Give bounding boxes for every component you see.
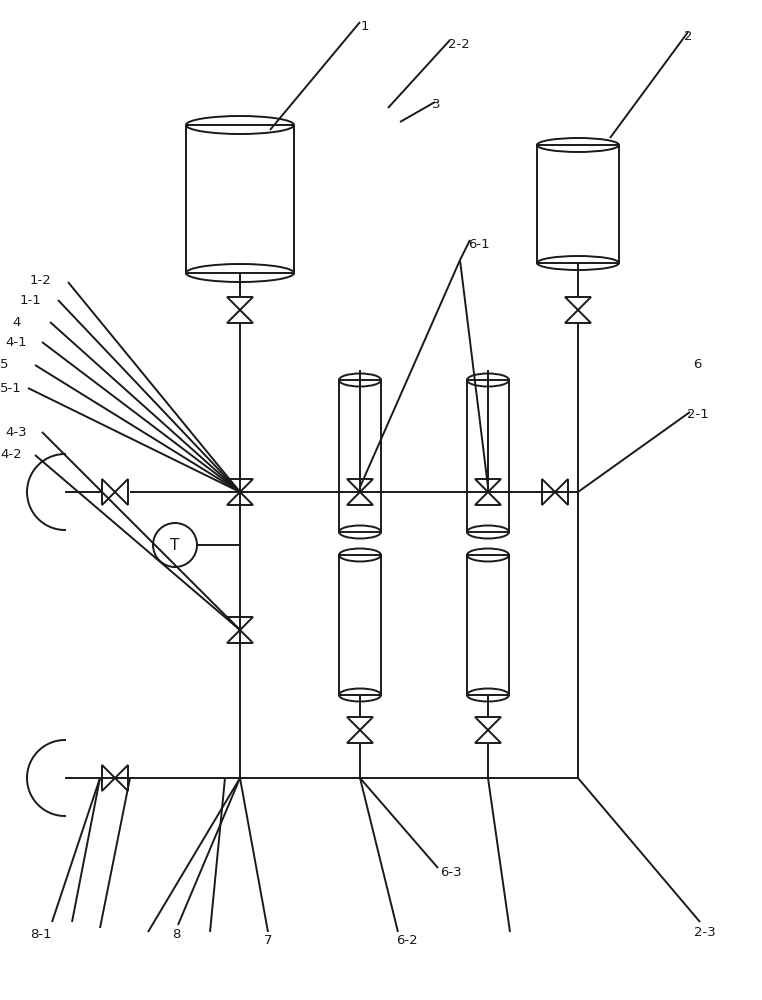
Text: T: T	[171, 538, 180, 552]
Text: 5: 5	[0, 359, 8, 371]
Text: 1-1: 1-1	[20, 294, 42, 306]
Text: 1-2: 1-2	[30, 273, 52, 286]
Bar	[467, 380, 509, 532]
Text: 8-1: 8-1	[30, 928, 52, 942]
Text: 4-2: 4-2	[0, 448, 21, 462]
Bar	[339, 380, 381, 532]
Bar	[467, 555, 509, 695]
Bar	[186, 125, 294, 273]
Text: 4: 4	[12, 316, 21, 328]
Text: 6-1: 6-1	[468, 238, 490, 251]
Text: 2: 2	[684, 29, 693, 42]
Bar	[537, 145, 619, 263]
Text: 6-3: 6-3	[440, 865, 462, 879]
Text: 8: 8	[172, 928, 181, 942]
Text: 7: 7	[264, 934, 273, 946]
Text: 4-1: 4-1	[5, 336, 27, 349]
Text: 2-2: 2-2	[448, 37, 469, 50]
Text: 5-1: 5-1	[0, 381, 22, 394]
Text: 2-1: 2-1	[687, 408, 709, 422]
Text: 4-3: 4-3	[5, 426, 27, 438]
Text: 2-3: 2-3	[694, 926, 716, 938]
Text: 6-2: 6-2	[396, 934, 418, 946]
Bar	[339, 555, 381, 695]
Text: 6: 6	[693, 359, 701, 371]
Text: 3: 3	[432, 99, 440, 111]
Text: 1: 1	[361, 20, 370, 33]
